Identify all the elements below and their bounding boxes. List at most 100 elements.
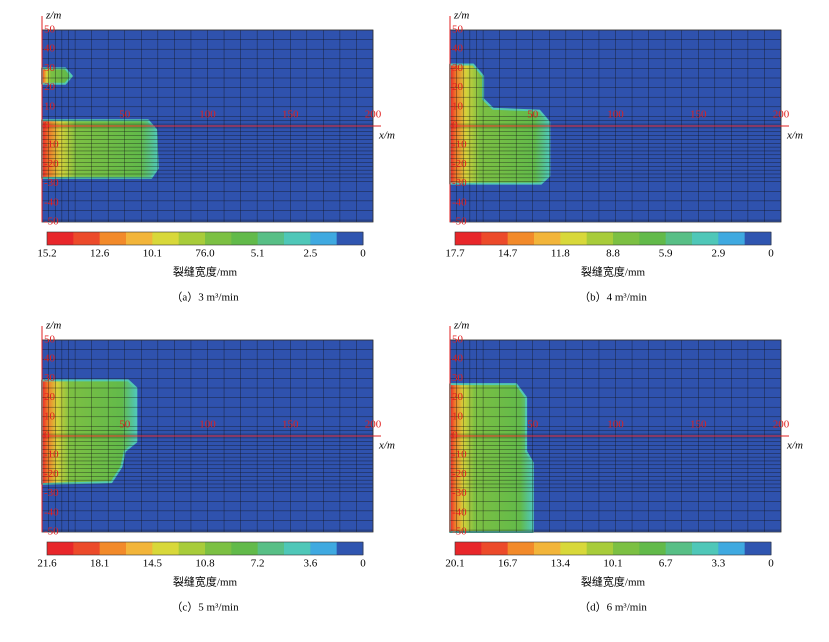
z-tick-label: -30 bbox=[44, 487, 59, 499]
colorbar-label: 17.7 bbox=[445, 248, 465, 260]
z-tick-label: 50 bbox=[452, 334, 464, 346]
z-tick-label: 10 bbox=[44, 410, 56, 422]
colorbar-label: 15.2 bbox=[37, 248, 56, 260]
x-tick-label: 100 bbox=[199, 109, 216, 121]
z-tick-label: -10 bbox=[44, 139, 59, 151]
colorbar-segment bbox=[99, 232, 127, 245]
panel: z/mx/m50 100 150 20050403020100-10-20-30-40… bbox=[445, 10, 803, 304]
z-tick-label: 20 bbox=[452, 81, 464, 93]
colorbar-segment bbox=[692, 542, 719, 555]
colorbar-label: 18.1 bbox=[90, 558, 109, 570]
colorbar-segment bbox=[692, 232, 719, 245]
colorbar-segment bbox=[336, 232, 364, 245]
x-axis-label: x/m bbox=[786, 130, 803, 142]
colorbar-segment bbox=[284, 232, 311, 245]
colorbar-label: 8.8 bbox=[606, 248, 620, 260]
x-tick-label: 200 bbox=[773, 109, 790, 121]
z-tick-label: -10 bbox=[452, 139, 467, 151]
colorbar-segment bbox=[665, 232, 693, 245]
colorbar-title: 裂缝宽度/mm bbox=[581, 265, 646, 279]
colorbar-segment bbox=[534, 232, 561, 245]
colorbar-title: 裂缝宽度/mm bbox=[581, 575, 646, 589]
colorbar-segment bbox=[744, 542, 772, 555]
z-tick-label: -30 bbox=[452, 177, 467, 189]
caption: （b）4 m³/min bbox=[579, 291, 647, 304]
z-tick-label: -20 bbox=[452, 158, 467, 170]
colorbar-segment bbox=[73, 232, 101, 245]
x-tick-label: 50 bbox=[119, 419, 131, 431]
colorbar-label: 3.6 bbox=[303, 558, 317, 570]
z-axis-label: z/m bbox=[453, 10, 469, 22]
colorbar-label: 3.3 bbox=[711, 558, 725, 570]
colorbar-segment bbox=[639, 232, 667, 245]
z-tick-label: 0 bbox=[452, 430, 458, 442]
colorbar-segment bbox=[639, 542, 667, 555]
colorbar-segment bbox=[126, 542, 153, 555]
z-tick-label: -30 bbox=[452, 487, 467, 499]
z-tick-label: 10 bbox=[452, 100, 464, 112]
x-axis-label: x/m bbox=[378, 130, 395, 142]
caption: （a）3 m³/min bbox=[171, 291, 239, 304]
z-tick-label: -20 bbox=[44, 158, 59, 170]
z-tick-label: 10 bbox=[44, 100, 56, 112]
colorbar-label: 14.5 bbox=[143, 558, 163, 570]
colorbar-segment bbox=[534, 542, 561, 555]
colorbar-segment bbox=[744, 232, 772, 245]
z-tick-label: 40 bbox=[44, 43, 56, 55]
colorbar-frame bbox=[46, 231, 364, 246]
colorbar-label: 11.8 bbox=[551, 248, 570, 260]
x-tick-label: 100 bbox=[199, 419, 216, 431]
x-tick-label: 150 bbox=[690, 419, 707, 431]
z-tick-label: -40 bbox=[44, 506, 59, 518]
colorbar-segment bbox=[231, 232, 259, 245]
x-tick-label: 50 bbox=[119, 109, 131, 121]
x-tick-label: 150 bbox=[282, 419, 299, 431]
z-tick-label: 40 bbox=[44, 353, 56, 365]
colorbar-segment bbox=[47, 232, 74, 245]
x-tick-label: 150 bbox=[690, 109, 707, 121]
x-tick-label: 100 bbox=[607, 419, 624, 431]
x-axis-label: x/m bbox=[378, 440, 395, 452]
colorbar-segment bbox=[126, 232, 153, 245]
colorbar-segment bbox=[718, 542, 746, 555]
colorbar-segment bbox=[231, 542, 259, 555]
colorbar-segment bbox=[152, 542, 180, 555]
colorbar-label: 21.6 bbox=[37, 558, 57, 570]
colorbar-segment bbox=[257, 542, 285, 555]
z-tick-label: -40 bbox=[452, 196, 467, 208]
z-tick-label: 30 bbox=[452, 62, 464, 74]
colorbar-segment bbox=[47, 542, 74, 555]
colorbar-label: 20.1 bbox=[445, 558, 464, 570]
colorbar-segment bbox=[152, 232, 180, 245]
colorbar-title: 裂缝宽度/mm bbox=[173, 265, 238, 279]
colorbar-segment bbox=[507, 232, 535, 245]
z-tick-label: 0 bbox=[44, 120, 50, 132]
colorbar-segment bbox=[205, 542, 232, 555]
x-tick-label: 150 bbox=[282, 109, 299, 121]
colorbar-label: 0 bbox=[768, 248, 774, 260]
colorbar-segment bbox=[586, 232, 614, 245]
colorbar-segment bbox=[613, 542, 640, 555]
colorbar-segment bbox=[455, 232, 482, 245]
panel: z/mx/m50 100 150 20050403020100-10-20-30-40… bbox=[37, 320, 395, 614]
colorbar-segment bbox=[481, 542, 509, 555]
colorbar-segment bbox=[613, 232, 640, 245]
z-tick-label: 20 bbox=[452, 391, 464, 403]
z-tick-label: 40 bbox=[452, 353, 464, 365]
z-tick-label: 30 bbox=[44, 62, 56, 74]
z-tick-label: 50 bbox=[452, 24, 464, 36]
colorbar-segment bbox=[99, 542, 127, 555]
x-tick-label: 50 bbox=[527, 419, 539, 431]
colorbar-label: 10.1 bbox=[603, 558, 622, 570]
colorbar-label: 2.5 bbox=[303, 248, 317, 260]
colorbar-segment bbox=[481, 232, 509, 245]
colorbar-segment bbox=[310, 542, 338, 555]
z-tick-label: 20 bbox=[44, 391, 56, 403]
colorbar-segment bbox=[178, 232, 206, 245]
z-tick-label: -50 bbox=[44, 216, 59, 228]
colorbar-label: 16.7 bbox=[498, 558, 518, 570]
colorbar-segment bbox=[560, 542, 588, 555]
colorbar-segment bbox=[205, 232, 232, 245]
colorbar-label: 5.1 bbox=[251, 248, 265, 260]
colorbar-label: 13.4 bbox=[551, 558, 571, 570]
